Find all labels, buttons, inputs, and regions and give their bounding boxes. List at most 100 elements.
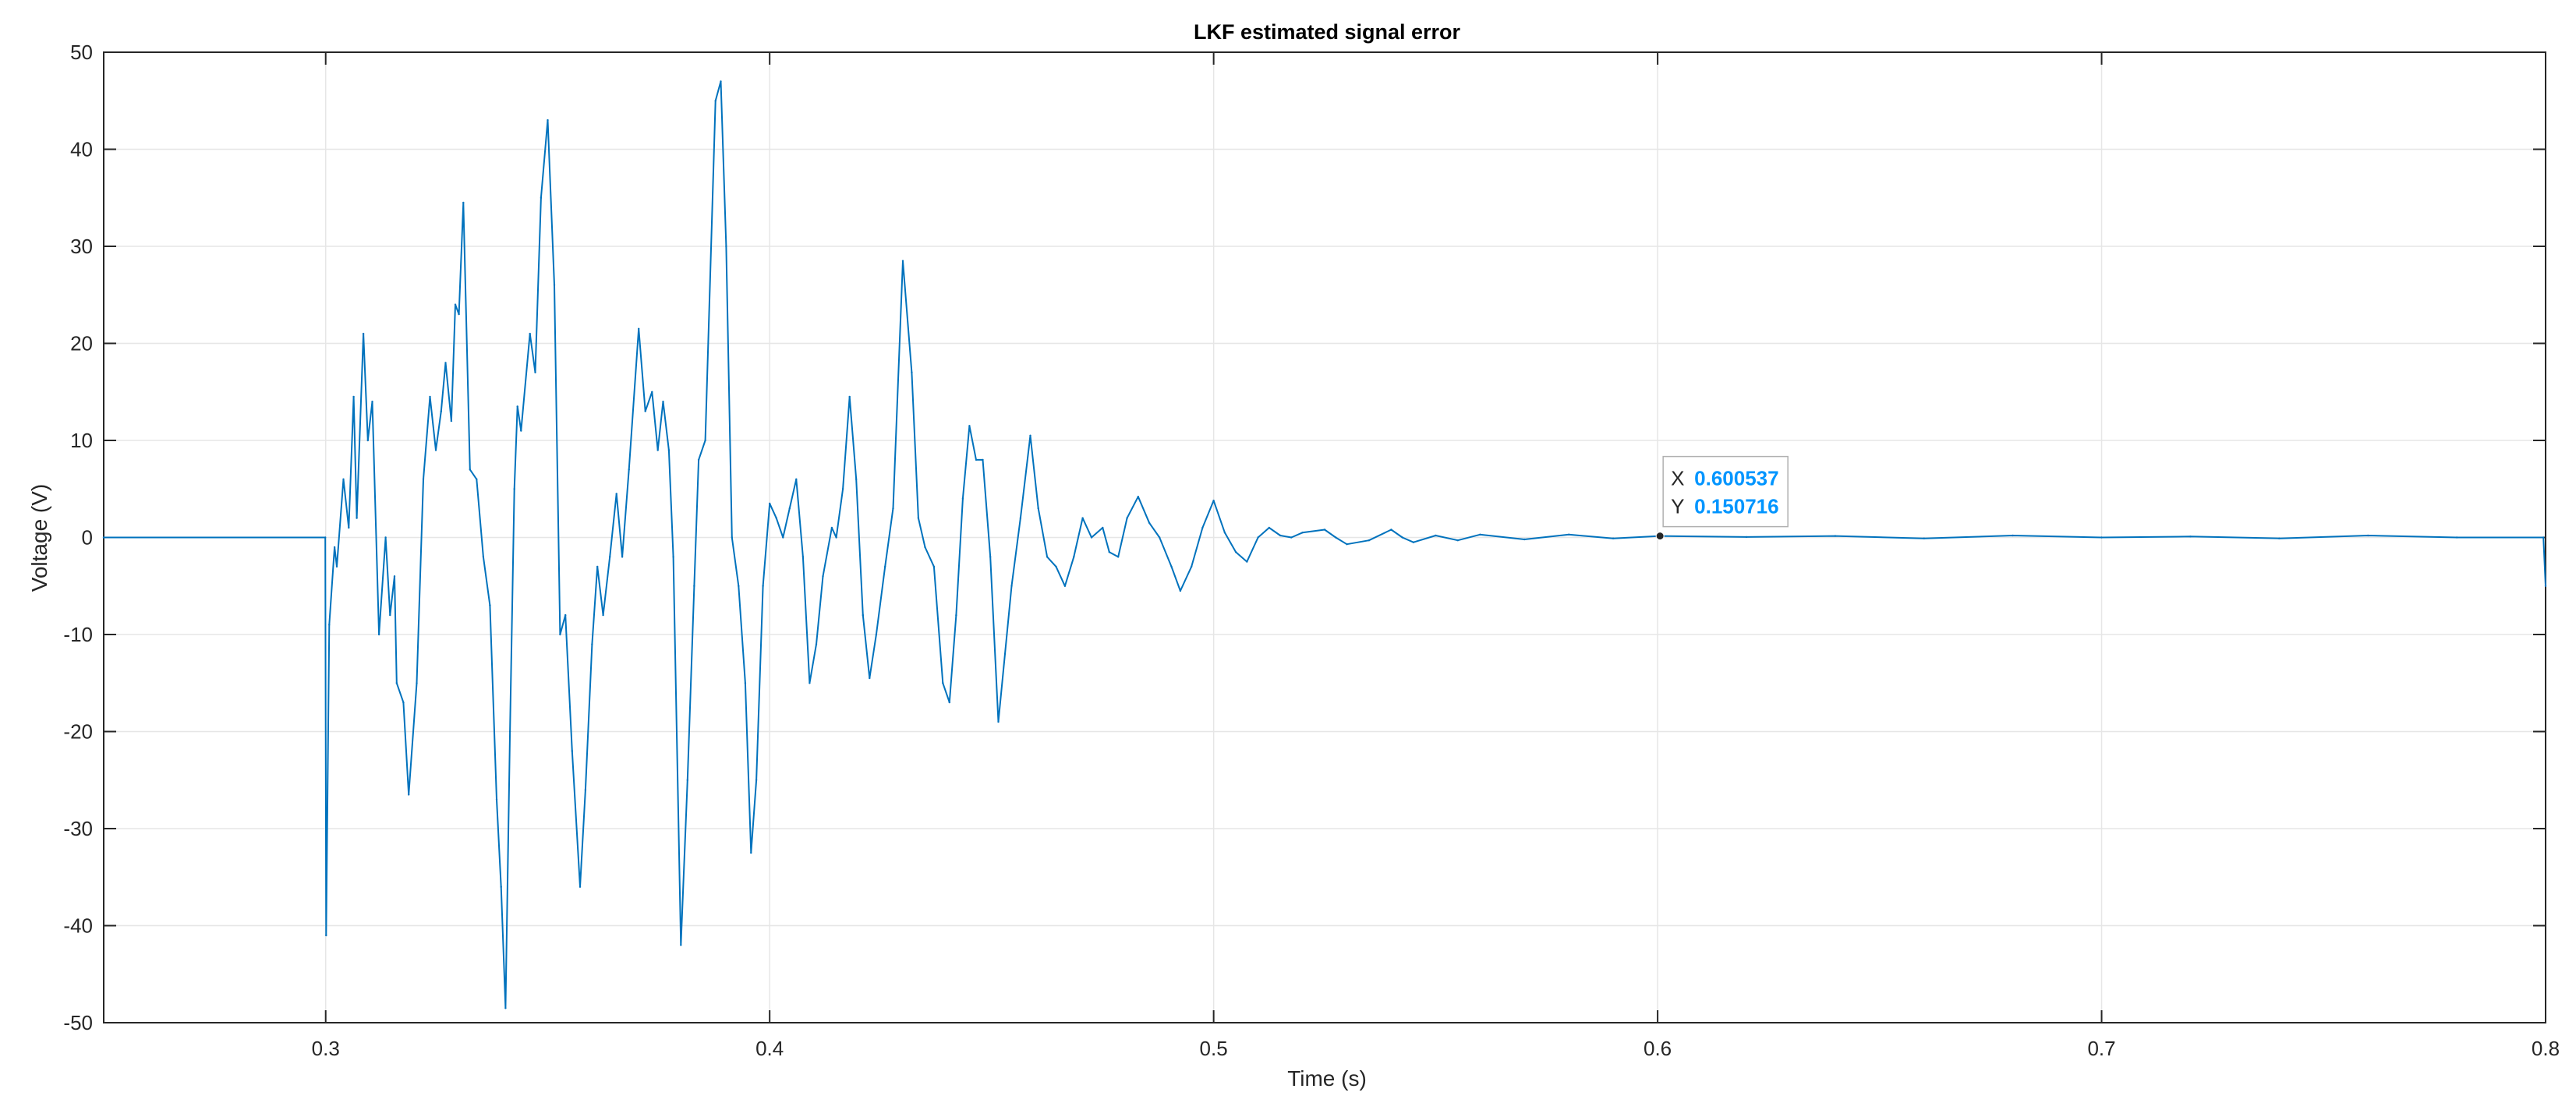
data-point bbox=[982, 458, 984, 461]
data-point bbox=[942, 682, 944, 684]
data-point bbox=[822, 575, 824, 578]
data-point bbox=[489, 604, 491, 606]
data-point bbox=[609, 556, 611, 558]
data-point bbox=[628, 468, 630, 471]
data-point bbox=[1234, 551, 1237, 553]
data-point bbox=[638, 327, 640, 330]
data-point bbox=[809, 682, 811, 684]
data-point bbox=[1003, 652, 1007, 656]
data-point bbox=[1335, 536, 1337, 539]
chart-title: LKF estimated signal error bbox=[1194, 20, 1461, 44]
series-line[interactable] bbox=[104, 80, 2546, 1009]
data-point bbox=[1081, 517, 1084, 519]
data-point bbox=[769, 502, 771, 505]
data-point bbox=[1063, 585, 1067, 587]
data-point bbox=[352, 395, 355, 398]
data-point bbox=[450, 419, 453, 422]
data-point bbox=[440, 410, 442, 412]
data-point bbox=[534, 371, 536, 373]
data-point bbox=[1257, 536, 1259, 539]
x-tick-label: 0.8 bbox=[2532, 1037, 2560, 1060]
data-point bbox=[651, 391, 653, 393]
data-point bbox=[848, 395, 851, 398]
data-point bbox=[855, 478, 858, 480]
x-tick-label: 0.3 bbox=[312, 1037, 340, 1060]
data-point bbox=[2367, 534, 2369, 537]
data-point bbox=[333, 546, 336, 549]
data-point bbox=[1037, 507, 1039, 510]
y-tick-label: 30 bbox=[70, 235, 93, 258]
data-point bbox=[911, 371, 913, 373]
data-point bbox=[672, 556, 674, 558]
data-point bbox=[731, 536, 733, 539]
data-point bbox=[1148, 521, 1151, 524]
data-point bbox=[422, 478, 425, 480]
data-point bbox=[1246, 560, 1248, 563]
y-tick-label: 20 bbox=[70, 332, 93, 355]
data-point bbox=[917, 517, 920, 519]
data-point bbox=[1191, 565, 1193, 568]
data-point bbox=[841, 488, 844, 490]
data-point bbox=[2544, 585, 2547, 587]
data-point bbox=[579, 886, 582, 888]
data-point bbox=[1435, 534, 1437, 537]
x-tick-label: 0.6 bbox=[1644, 1037, 1672, 1060]
data-point bbox=[564, 613, 567, 617]
data-point bbox=[444, 362, 447, 364]
data-point bbox=[1290, 536, 1293, 539]
data-point bbox=[961, 497, 964, 500]
data-point bbox=[1102, 526, 1104, 529]
data-point bbox=[371, 401, 373, 403]
data-point bbox=[989, 556, 992, 558]
data-point bbox=[1108, 551, 1111, 553]
data-point bbox=[680, 944, 682, 946]
y-tick-label: -30 bbox=[63, 817, 93, 840]
datatip-box[interactable] bbox=[1662, 455, 1789, 528]
datatip-label: Y bbox=[1671, 495, 1684, 518]
data-point bbox=[1029, 434, 1031, 437]
data-point bbox=[1019, 517, 1022, 519]
data-point bbox=[1523, 538, 1526, 541]
data-point bbox=[1346, 543, 1348, 546]
data-point bbox=[1479, 533, 1481, 536]
data-point bbox=[389, 613, 391, 617]
data-point bbox=[559, 633, 561, 636]
data-point bbox=[686, 779, 688, 781]
data-point bbox=[725, 245, 727, 248]
data-point bbox=[508, 730, 511, 733]
data-point bbox=[434, 449, 437, 451]
data-point bbox=[667, 449, 671, 451]
data-point bbox=[325, 934, 327, 937]
data-point bbox=[644, 410, 646, 412]
data-point bbox=[875, 633, 878, 636]
data-point bbox=[458, 313, 460, 316]
data-point bbox=[1368, 539, 1371, 542]
y-axis-label: Voltage (V) bbox=[27, 484, 51, 592]
data-point bbox=[335, 565, 338, 568]
data-point bbox=[2189, 536, 2192, 538]
data-point bbox=[1201, 526, 1204, 529]
data-point bbox=[869, 677, 871, 680]
datatip-marker[interactable] bbox=[1655, 532, 1665, 541]
data-point bbox=[504, 1007, 507, 1009]
data-point bbox=[2278, 537, 2281, 539]
y-tick-label: 50 bbox=[70, 41, 93, 64]
data-point bbox=[1268, 526, 1271, 529]
datatip-value: 0.150716 bbox=[1694, 495, 1778, 518]
data-point bbox=[2100, 536, 2103, 539]
y-tick-label: 40 bbox=[70, 138, 93, 161]
data-point bbox=[1834, 535, 1837, 537]
data-point bbox=[529, 332, 531, 335]
data-point bbox=[1117, 556, 1120, 558]
data-point bbox=[1923, 537, 1925, 539]
data-point bbox=[1612, 537, 1615, 539]
data-point bbox=[553, 284, 556, 286]
data-point bbox=[835, 536, 837, 539]
data-point bbox=[596, 565, 599, 568]
data-point bbox=[366, 439, 369, 442]
data-point bbox=[402, 701, 405, 704]
data-point bbox=[1179, 589, 1182, 592]
